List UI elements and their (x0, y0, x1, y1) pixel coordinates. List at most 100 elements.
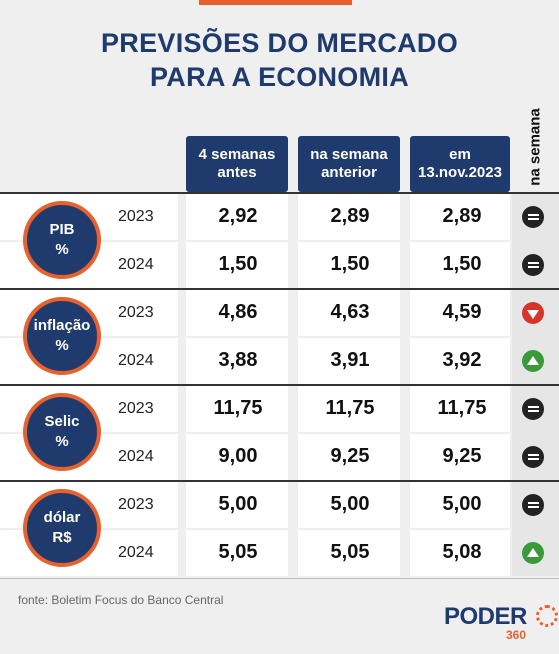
value-cell (410, 194, 510, 240)
indicator-name: dólar (43, 509, 81, 526)
forecast-value: 9,00 (218, 445, 258, 467)
arrow-up-icon (522, 350, 544, 372)
indicator-name: PIB (49, 221, 75, 238)
indicator-unit: % (55, 241, 69, 258)
value-cell (298, 482, 400, 528)
equal-icon (522, 398, 544, 420)
logo-number: 360 (506, 628, 527, 642)
year-label: 2023 (118, 208, 154, 225)
year-label: 2024 (118, 544, 154, 561)
top-accent-bar (199, 0, 352, 5)
forecast-value: 3,92 (442, 349, 482, 371)
value-cell (298, 290, 400, 336)
row-separator (0, 192, 559, 194)
indicator-unit: R$ (52, 529, 72, 546)
value-cell (410, 434, 510, 480)
value-cell (298, 194, 400, 240)
column-header-4-weeks: 4 semanas antes (186, 136, 288, 192)
poder360-logo: PODER 360 (444, 603, 558, 642)
forecast-value: 11,75 (437, 397, 487, 419)
forecast-value: 2,89 (330, 205, 370, 227)
forecast-value: 5,05 (218, 541, 258, 563)
value-cell (186, 290, 288, 336)
equal-icon (522, 446, 544, 468)
column-header-current: em 13.nov.2023 (410, 136, 510, 192)
logo-sun-icon (536, 605, 558, 627)
column-header-current-l1: em (449, 146, 471, 163)
column-header-weekly-change: na semana (512, 102, 558, 192)
value-cell (186, 434, 288, 480)
forecast-value: 4,59 (442, 301, 482, 323)
year-label: 2023 (118, 496, 154, 513)
column-header-previous-week: na semana anterior (298, 136, 400, 192)
page-title: PREVISÕES DO MERCADO PARA A ECONOMIA (0, 26, 559, 94)
indicator-badge: Selic% (23, 393, 101, 471)
forecast-value: 3,91 (330, 349, 370, 371)
forecast-value: 3,88 (218, 349, 258, 371)
arrow-down-icon (522, 302, 544, 324)
indicator-name: inflação (33, 317, 91, 334)
equal-icon (522, 206, 544, 228)
value-cell (186, 242, 288, 288)
forecast-value: 2,89 (442, 205, 482, 227)
indicator-badge: PIB% (23, 201, 101, 279)
value-cell (186, 386, 288, 432)
forecast-value: 11,75 (325, 397, 375, 419)
column-header-previous-week-l1: na semana (310, 146, 388, 163)
value-cell (410, 386, 510, 432)
source-note: fonte: Boletim Focus do Banco Central (18, 593, 224, 607)
forecast-value: 5,05 (330, 541, 370, 563)
value-cell (298, 338, 400, 384)
indicator-unit: % (55, 337, 69, 354)
equal-icon (522, 494, 544, 516)
value-cell (186, 194, 288, 240)
row-separator (0, 480, 559, 482)
forecast-value: 4,86 (218, 301, 258, 323)
forecast-value: 9,25 (442, 445, 482, 467)
forecast-value: 9,25 (330, 445, 370, 467)
value-cell (410, 530, 510, 576)
row-separator (0, 288, 559, 290)
year-label: 2023 (118, 400, 154, 417)
column-header-4-weeks-l1: 4 semanas (198, 146, 276, 163)
value-cell (410, 482, 510, 528)
arrow-up-icon (522, 542, 544, 564)
equal-icon (522, 254, 544, 276)
forecast-value: 1,50 (330, 253, 370, 275)
column-header-4-weeks-l2: antes (217, 164, 257, 181)
year-label: 2024 (118, 352, 154, 369)
value-cell (410, 290, 510, 336)
value-cell (186, 338, 288, 384)
table-bottom-line (0, 578, 559, 579)
year-label: 2023 (118, 304, 154, 321)
title-line-1: PREVISÕES DO MERCADO (100, 28, 459, 58)
value-cell (298, 242, 400, 288)
forecast-value: 5,00 (218, 493, 258, 515)
row-separator (0, 384, 559, 386)
forecast-value: 5,00 (330, 493, 370, 515)
value-cell (298, 386, 400, 432)
year-label: 2024 (118, 256, 154, 273)
forecast-value: 1,50 (442, 253, 482, 275)
forecast-value: 4,63 (330, 301, 370, 323)
forecast-value: 1,50 (218, 253, 258, 275)
value-cell (410, 242, 510, 288)
forecast-value: 2,92 (218, 205, 258, 227)
indicator-badge: inflação% (23, 297, 101, 375)
column-header-current-l2: 13.nov.2023 (418, 164, 502, 181)
forecast-value: 11,75 (213, 397, 263, 419)
title-line-2: PARA A ECONOMIA (150, 62, 409, 92)
forecast-value: 5,00 (442, 493, 482, 515)
indicator-name: Selic (44, 413, 80, 430)
year-label: 2024 (118, 448, 154, 465)
logo-word: PODER (444, 603, 527, 630)
value-cell (410, 338, 510, 384)
indicator-unit: % (55, 433, 69, 450)
value-cell (186, 482, 288, 528)
indicator-badge: dólar R$ (23, 489, 101, 567)
value-cell (298, 434, 400, 480)
value-cell (186, 530, 288, 576)
value-cell (298, 530, 400, 576)
column-header-previous-week-l2: anterior (321, 164, 377, 181)
forecast-value: 5,08 (442, 541, 482, 563)
